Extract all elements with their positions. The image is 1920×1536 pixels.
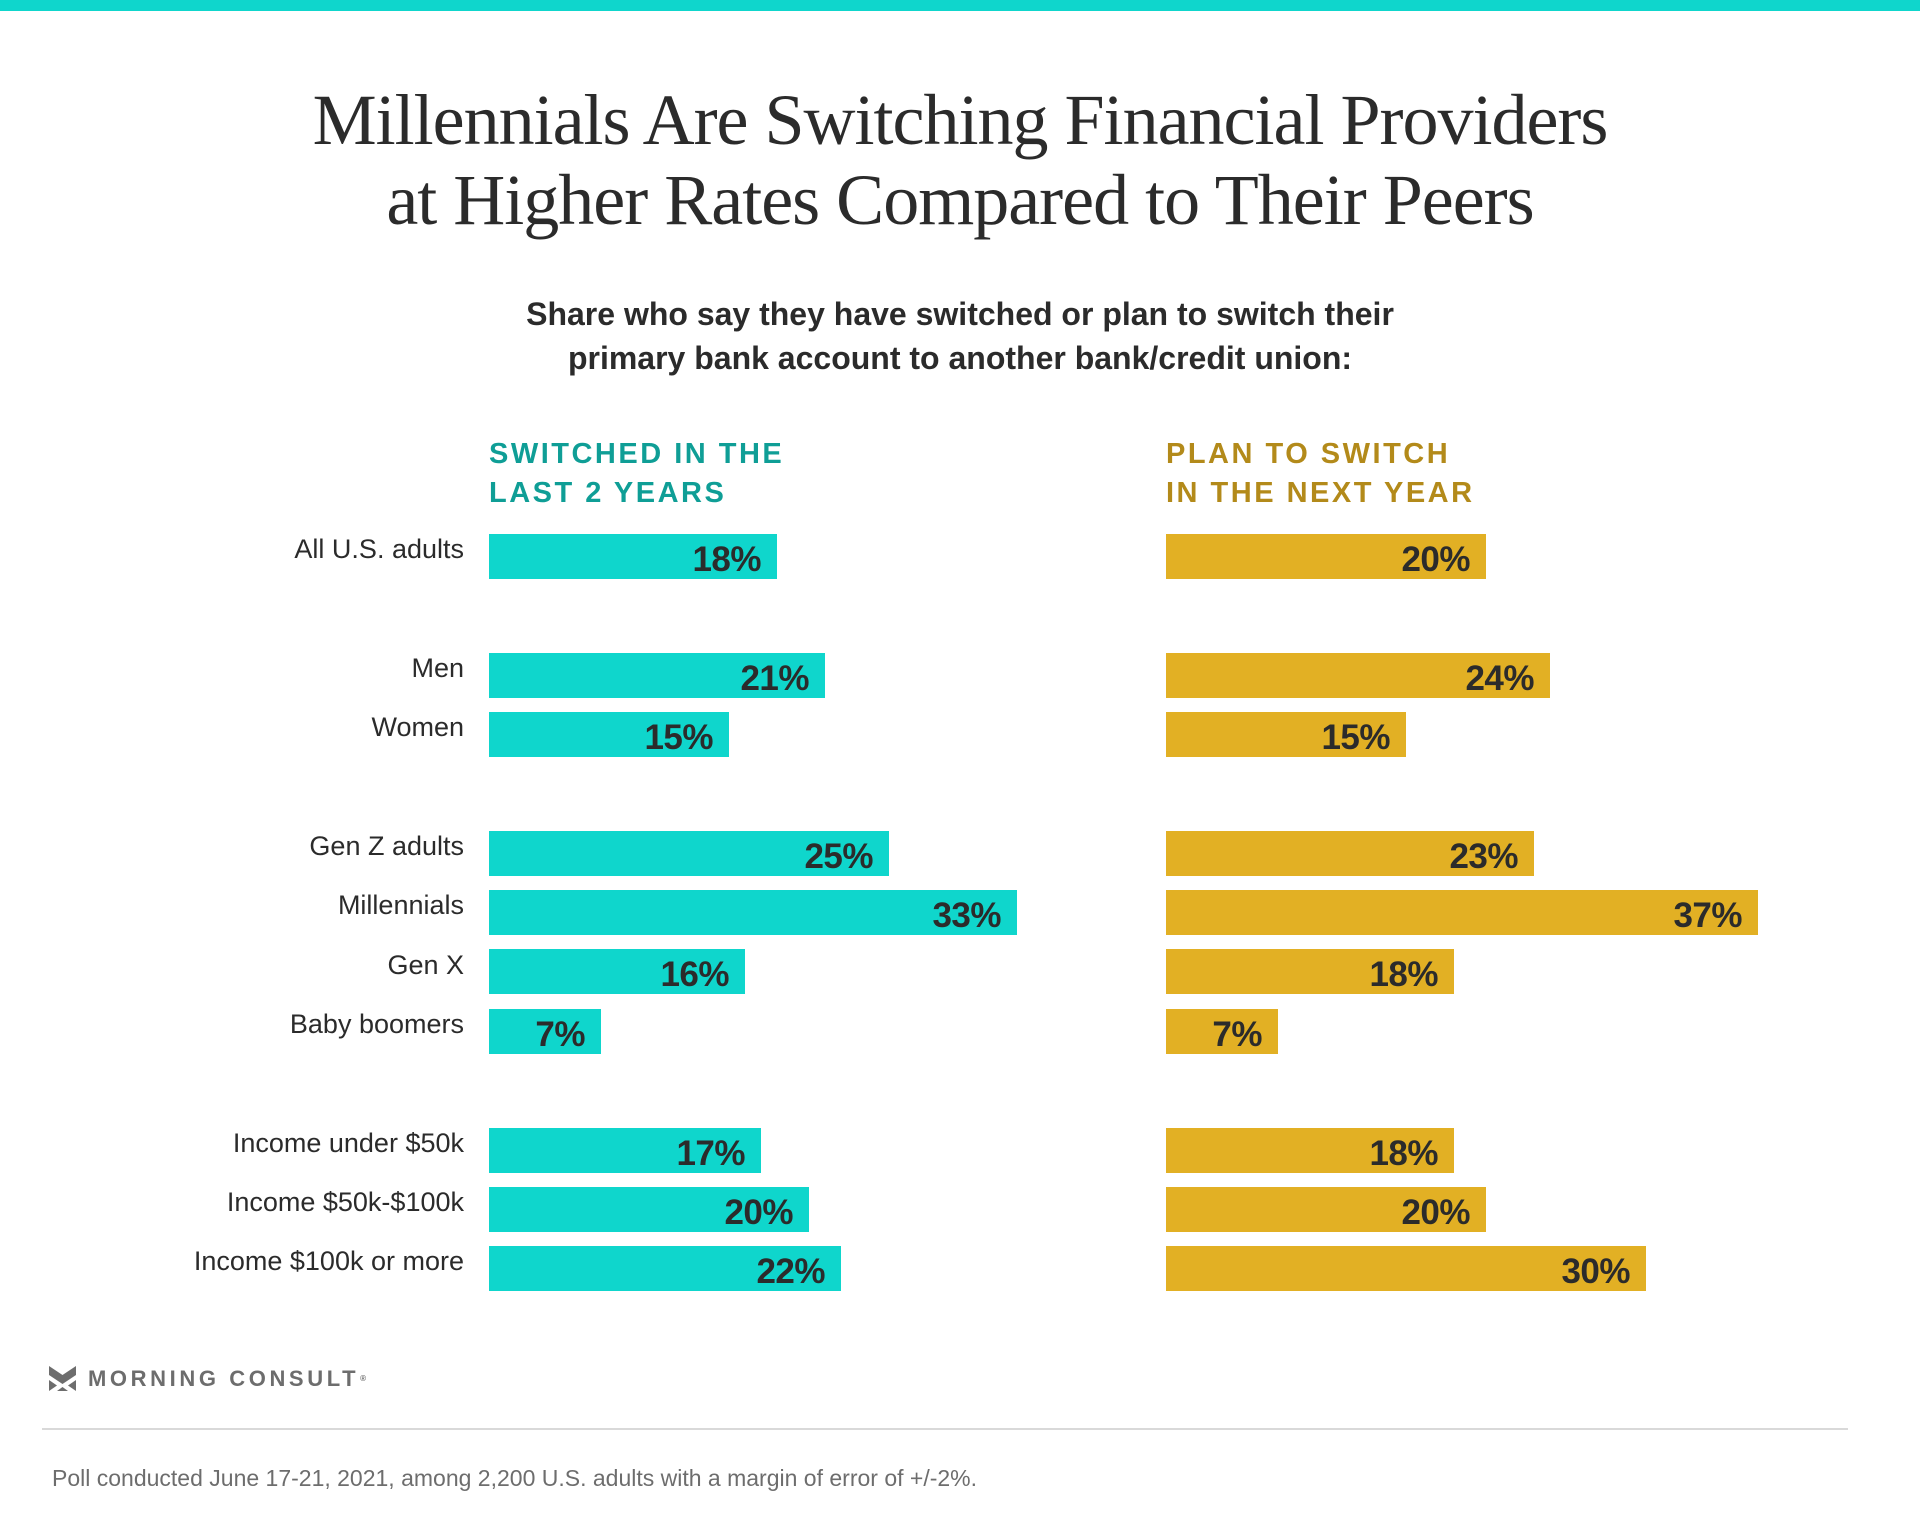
category-label-baby-boomers: Baby boomers xyxy=(289,1008,464,1039)
switched-series-heading: SWITCHED IN THE LAST 2 YEARS xyxy=(489,435,784,513)
switched-value-label-gen-x: 16% xyxy=(660,955,729,994)
switched-bar-baby-boomers: 7% xyxy=(489,1009,601,1054)
category-label-income-50k-100k: Income $50k-$100k xyxy=(226,1186,464,1217)
switched-value-label-income-under-50k: 17% xyxy=(676,1134,745,1173)
plan-value-label-income-50k-100k: 20% xyxy=(1401,1193,1470,1232)
plan-bar-baby-boomers: 7% xyxy=(1166,1009,1278,1054)
switched-bar-gen-x: 16% xyxy=(489,949,745,994)
chart-title: Millennials Are Switching Financial Prov… xyxy=(0,80,1920,240)
registered-mark: ® xyxy=(360,1374,370,1383)
plan-bar-gen-z-adults: 23% xyxy=(1166,831,1534,876)
plan-bar-men: 24% xyxy=(1166,653,1550,698)
category-label-all-u-s-adults: All U.S. adults xyxy=(294,534,464,564)
switched-value-label-baby-boomers: 7% xyxy=(535,1015,585,1054)
plan-bar-income-under-50k: 18% xyxy=(1166,1128,1454,1173)
chart-title-line-1: Millennials Are Switching Financial Prov… xyxy=(312,80,1609,160)
plan-series-heading: PLAN TO SWITCH IN THE NEXT YEAR xyxy=(1166,435,1475,513)
top-accent-bar xyxy=(0,0,1920,11)
plan-value-label-baby-boomers: 7% xyxy=(1212,1015,1262,1054)
footer-divider xyxy=(42,1428,1848,1430)
switched-heading-line-1: SWITCHED IN THE xyxy=(489,438,785,470)
switched-bar-income-50k-100k: 20% xyxy=(489,1187,809,1232)
plan-bar-gen-x: 18% xyxy=(1166,949,1454,994)
switched-bar-women: 15% xyxy=(489,712,729,757)
poll-methodology-note: Poll conducted June 17-21, 2021, among 2… xyxy=(52,1465,978,1491)
chart-subtitle-line-1: Share who say they have switched or plan… xyxy=(526,296,1394,332)
switched-bar-millennials: 33% xyxy=(489,890,1017,935)
chart-title-line-2: at Higher Rates Compared to Their Peers xyxy=(386,160,1534,240)
switched-bar-all-u-s-adults: 18% xyxy=(489,534,777,579)
plan-value-label-millennials: 37% xyxy=(1673,896,1742,935)
plan-value-label-gen-x: 18% xyxy=(1369,955,1438,994)
switched-value-label-all-u-s-adults: 18% xyxy=(692,540,761,579)
plan-value-label-gen-z-adults: 23% xyxy=(1449,837,1518,876)
plan-bar-millennials: 37% xyxy=(1166,890,1758,935)
switched-value-label-gen-z-adults: 25% xyxy=(804,837,873,876)
plan-heading-line-2: IN THE NEXT YEAR xyxy=(1166,477,1475,509)
plan-value-label-income-under-50k: 18% xyxy=(1369,1134,1438,1173)
plan-value-label-all-u-s-adults: 20% xyxy=(1401,540,1470,579)
switched-value-label-income-100k-or-more: 22% xyxy=(756,1252,825,1291)
chart-subtitle-line-2: primary bank account to another bank/cre… xyxy=(567,340,1353,376)
switched-value-label-women: 15% xyxy=(644,718,713,757)
switched-bar-income-100k-or-more: 22% xyxy=(489,1246,841,1291)
switched-value-label-millennials: 33% xyxy=(932,896,1001,935)
category-label-women: Women xyxy=(371,712,464,743)
morning-consult-m-chevron-icon xyxy=(49,1366,76,1392)
chart-subtitle: Share who say they have switched or plan… xyxy=(0,292,1920,380)
switched-value-label-income-50k-100k: 20% xyxy=(724,1193,793,1232)
brand-name-text: MORNING CONSULT xyxy=(88,1366,360,1391)
plan-heading-line-1: PLAN TO SWITCH xyxy=(1166,438,1451,470)
switched-bar-men: 21% xyxy=(489,653,825,698)
switched-value-label-men: 21% xyxy=(740,659,809,698)
category-label-millennials: Millennials xyxy=(337,890,464,921)
category-label-income-under-50k: Income under $50k xyxy=(232,1127,464,1158)
plan-bar-women: 15% xyxy=(1166,712,1406,757)
plan-value-label-men: 24% xyxy=(1465,659,1534,698)
plan-bar-all-u-s-adults: 20% xyxy=(1166,534,1486,579)
switched-heading-line-2: LAST 2 YEARS xyxy=(489,477,727,509)
category-label-men: Men xyxy=(411,652,464,683)
switched-bar-gen-z-adults: 25% xyxy=(489,831,889,876)
switched-bar-income-under-50k: 17% xyxy=(489,1128,761,1173)
brand-logo: MORNING CONSULT® xyxy=(49,1366,370,1392)
category-label-gen-z-adults: Gen Z adults xyxy=(309,830,464,861)
plan-value-label-income-100k-or-more: 30% xyxy=(1561,1252,1630,1291)
plan-bar-income-50k-100k: 20% xyxy=(1166,1187,1486,1232)
plan-bar-income-100k-or-more: 30% xyxy=(1166,1246,1646,1291)
category-label-gen-x: Gen X xyxy=(387,949,464,980)
brand-name: MORNING CONSULT® xyxy=(88,1366,370,1392)
category-label-income-100k-or-more: Income $100k or more xyxy=(193,1246,464,1277)
plan-value-label-women: 15% xyxy=(1321,718,1390,757)
